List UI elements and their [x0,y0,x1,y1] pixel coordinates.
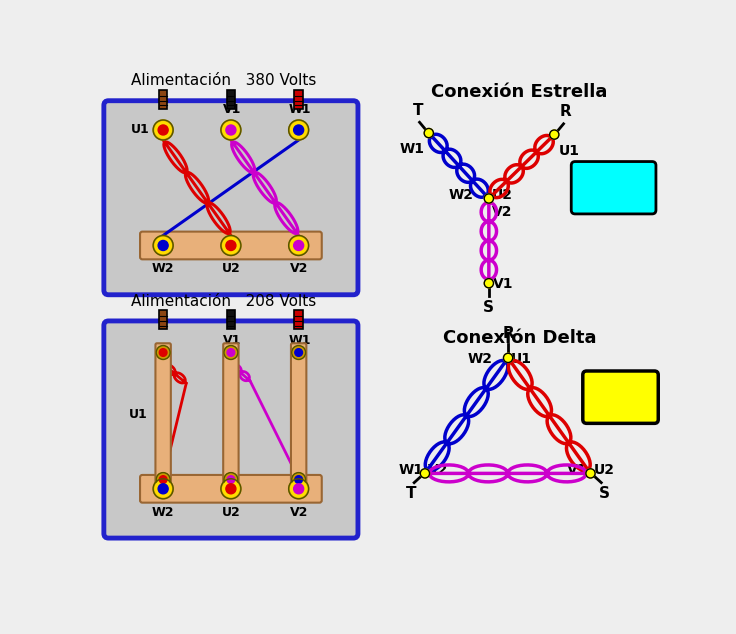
FancyBboxPatch shape [571,162,656,214]
Text: Conexión Estrella: Conexión Estrella [431,83,608,101]
Circle shape [155,122,171,138]
Text: V1: V1 [222,103,241,116]
Text: W1: W1 [400,142,425,157]
Text: U2: U2 [593,463,615,477]
Text: V2: V2 [428,463,448,477]
FancyBboxPatch shape [104,321,358,538]
Circle shape [153,120,173,140]
Circle shape [223,237,239,254]
Circle shape [153,479,173,499]
Circle shape [289,120,308,140]
Circle shape [291,122,307,138]
Circle shape [289,235,308,256]
FancyBboxPatch shape [140,231,322,259]
Circle shape [503,353,513,363]
Text: Conexión Delta: Conexión Delta [443,330,596,347]
Text: Bajo
Voltaje: Bajo Voltaje [588,378,653,417]
Text: U1: U1 [130,123,149,136]
Text: W1: W1 [289,103,311,116]
Text: V1: V1 [567,463,587,477]
Text: U2: U2 [222,262,240,275]
Text: V2: V2 [492,205,512,219]
Circle shape [294,484,304,494]
Text: W2: W2 [467,353,492,366]
Circle shape [586,469,595,478]
Circle shape [295,476,302,483]
Circle shape [484,194,493,203]
Text: W2: W2 [152,262,174,275]
Circle shape [224,346,238,359]
Circle shape [291,472,305,486]
Text: Alimentación   208 Volts: Alimentación 208 Volts [130,294,316,309]
FancyBboxPatch shape [294,310,303,330]
Text: S: S [599,486,610,501]
Text: W2: W2 [448,188,473,202]
Circle shape [223,481,239,497]
Circle shape [156,346,170,359]
FancyBboxPatch shape [155,343,171,489]
FancyBboxPatch shape [140,475,322,503]
Text: R: R [559,104,571,119]
FancyBboxPatch shape [291,343,306,489]
Text: U1: U1 [129,408,148,420]
Text: W1: W1 [289,334,311,347]
Circle shape [226,125,236,135]
FancyBboxPatch shape [159,310,167,330]
Circle shape [159,476,167,483]
FancyBboxPatch shape [227,310,235,330]
Text: T: T [413,103,423,118]
Circle shape [227,349,235,356]
Circle shape [291,481,307,497]
Circle shape [420,469,430,478]
Text: Alto
Voltaje: Alto Voltaje [581,169,646,207]
Circle shape [226,484,236,494]
Text: T: T [406,486,417,501]
Text: Alimentación   380 Volts: Alimentación 380 Volts [130,74,316,88]
Text: V1: V1 [222,334,241,347]
Circle shape [226,240,236,250]
Circle shape [158,125,168,135]
Text: W2: W2 [152,506,174,519]
Text: V1: V1 [492,277,513,291]
Text: V2: V2 [289,506,308,519]
Circle shape [158,240,168,250]
Circle shape [291,346,305,359]
Text: V2: V2 [289,262,308,275]
Circle shape [221,235,241,256]
Text: R: R [502,326,514,341]
Text: U2: U2 [492,188,513,202]
FancyBboxPatch shape [227,90,235,109]
Circle shape [294,240,304,250]
Circle shape [224,472,238,486]
Circle shape [158,484,168,494]
Circle shape [223,122,239,138]
Circle shape [221,120,241,140]
FancyBboxPatch shape [294,90,303,109]
FancyBboxPatch shape [104,101,358,295]
Text: U2: U2 [222,506,240,519]
Text: W1: W1 [398,463,423,477]
Circle shape [155,237,171,254]
Circle shape [550,130,559,139]
FancyBboxPatch shape [583,371,658,424]
Circle shape [155,481,171,497]
Circle shape [153,235,173,256]
Text: U1: U1 [512,353,532,366]
FancyBboxPatch shape [159,90,167,109]
Circle shape [159,349,167,356]
Circle shape [294,125,304,135]
Text: S: S [484,300,495,315]
Circle shape [424,129,434,138]
Text: U1: U1 [559,144,580,158]
Circle shape [156,472,170,486]
Circle shape [295,349,302,356]
Circle shape [484,278,493,288]
Circle shape [227,476,235,483]
Circle shape [291,237,307,254]
FancyBboxPatch shape [223,343,238,489]
Circle shape [289,479,308,499]
Circle shape [221,479,241,499]
